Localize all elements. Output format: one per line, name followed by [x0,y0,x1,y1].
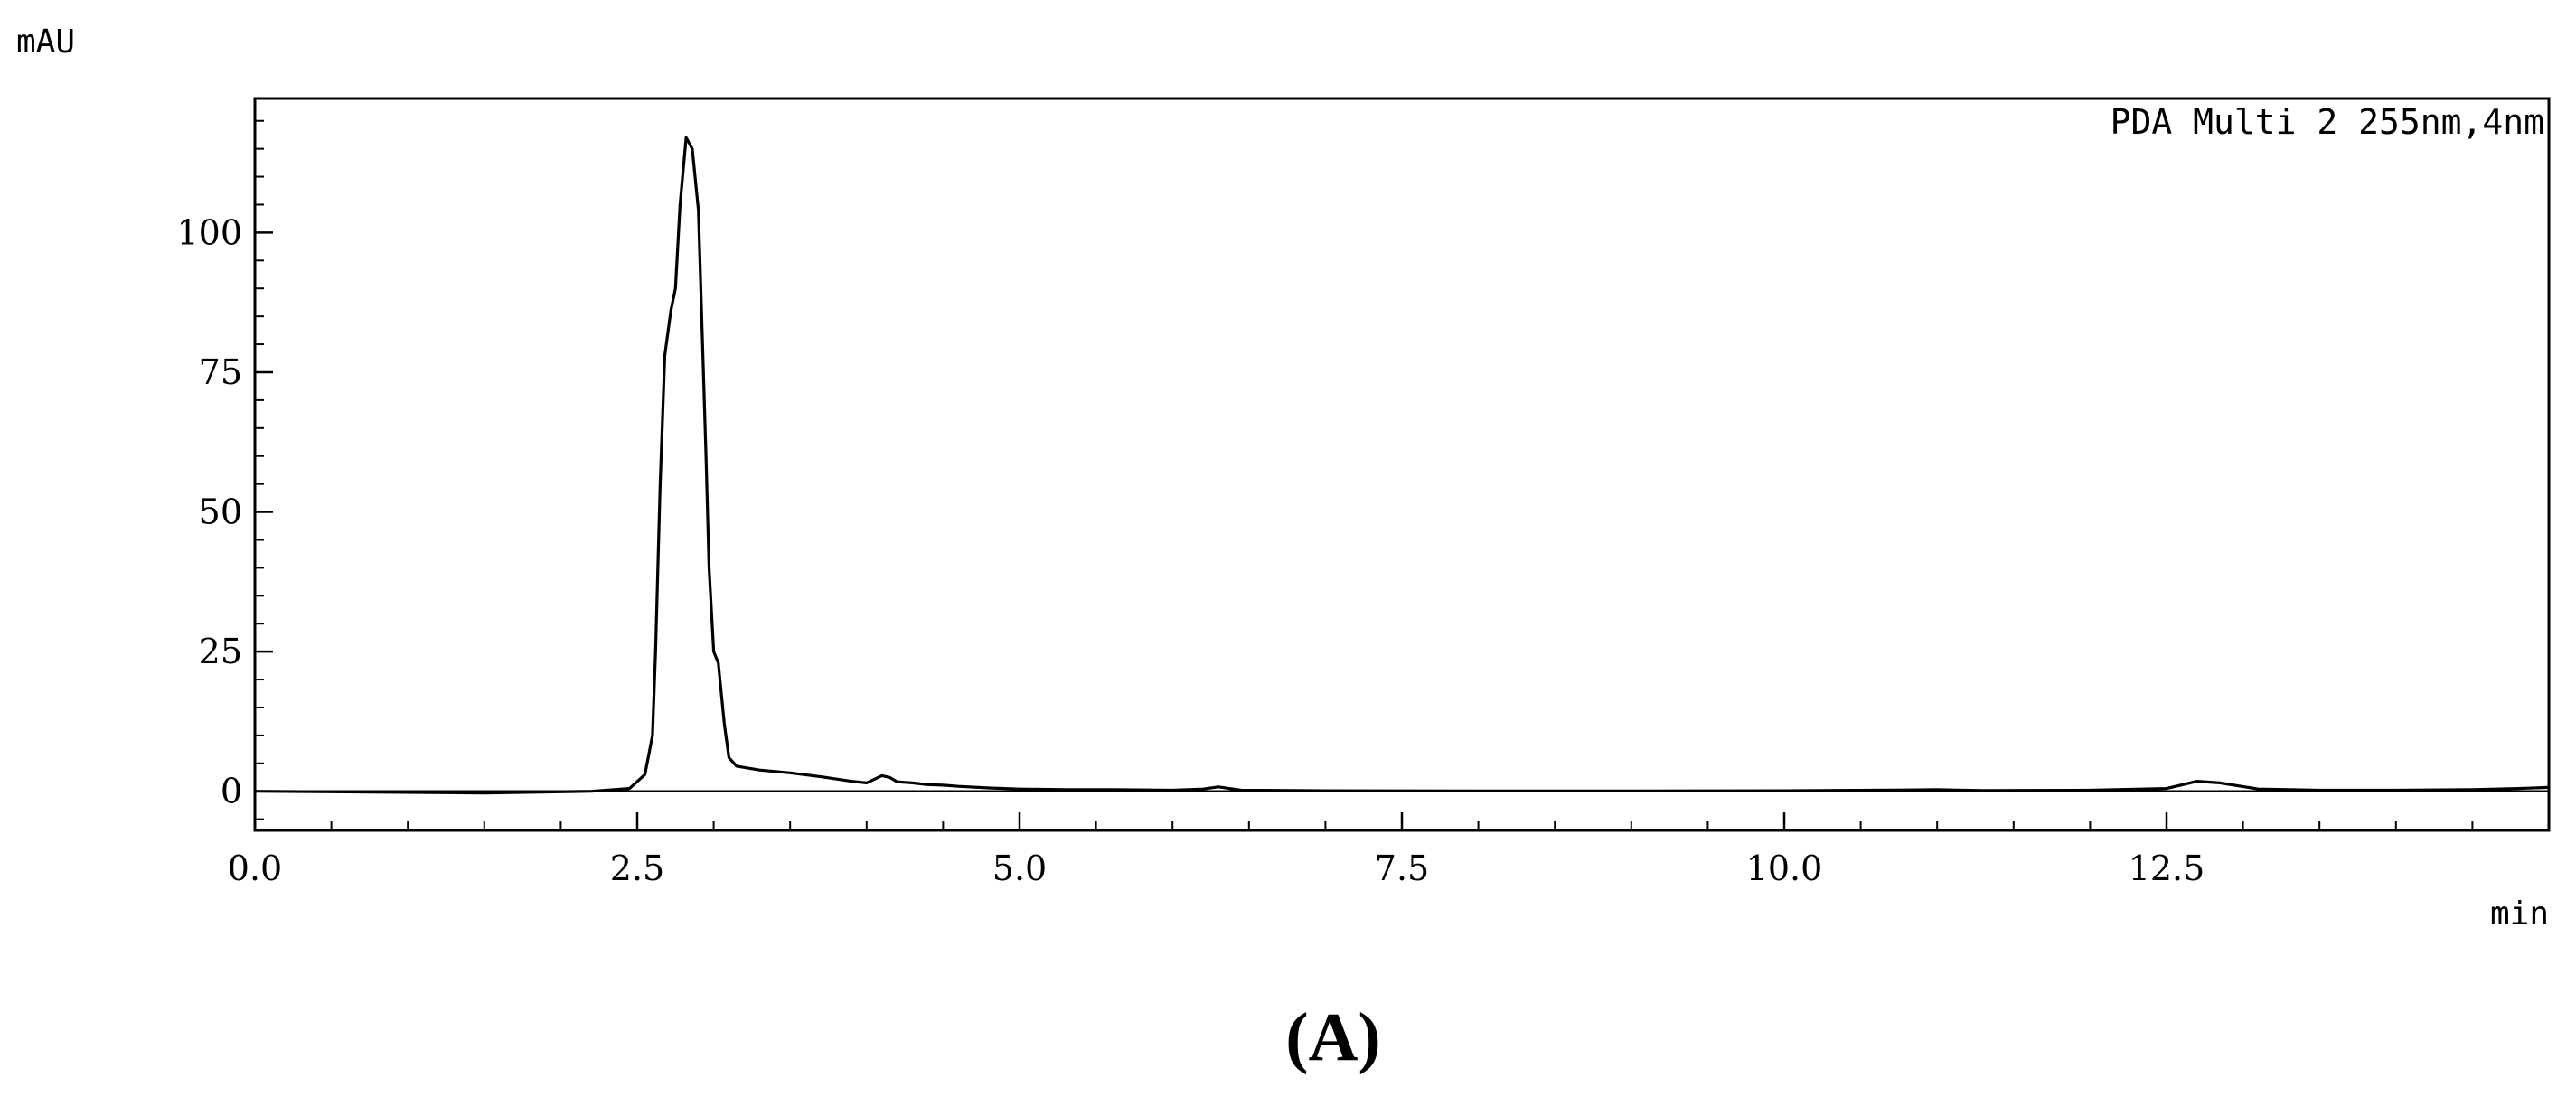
x-major-ticks [253,812,2168,830]
x-tick-label: 2.5 [610,848,664,888]
x-tick-label: 10.0 [1746,848,1823,888]
panel-label: (A) [1285,999,1381,1075]
y-tick-label: 100 [176,212,242,252]
x-tick-labels: 0.0 2.5 5.0 7.5 10.0 12.5 [228,848,2205,888]
trace-label: PDA Multi 2 255nm,4nm [2111,102,2544,142]
x-tick-label: 7.5 [1375,848,1429,888]
y-tick-label: 0 [221,772,242,811]
y-tick-label: 25 [199,632,242,671]
x-tick-label: 12.5 [2129,848,2205,888]
x-tick-label: 5.0 [992,848,1047,888]
x-tick-label: 0.0 [228,848,282,888]
x-axis-unit: min [2490,895,2549,933]
y-tick-label: 50 [199,492,242,532]
trace-line [254,136,2550,795]
y-axis-unit: mAU [16,23,75,61]
y-tick-labels: 0 25 50 75 100 [176,212,242,811]
x-minor-ticks [330,821,2474,830]
plot-frame [253,97,2551,832]
y-minor-ticks [255,119,264,820]
y-tick-label: 75 [199,352,242,392]
